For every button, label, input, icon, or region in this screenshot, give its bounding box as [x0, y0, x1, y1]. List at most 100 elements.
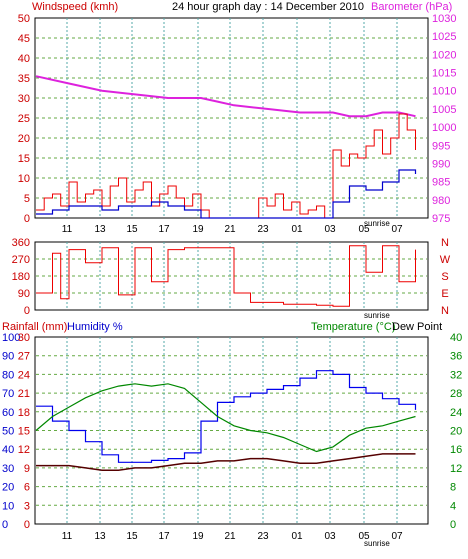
p3-humidity-tick-9: 90 [2, 351, 14, 363]
p1-right-tick-4: 995 [432, 140, 450, 152]
p3-rain-tick-6: 18 [18, 407, 30, 419]
p1-left-tick-4: 20 [18, 133, 30, 145]
p2-left-tick-1: 270 [12, 254, 30, 266]
p1-right-tick-8: 1015 [432, 68, 456, 80]
p3-humidity-tick-2: 20 [2, 482, 14, 494]
wind-direction-line [36, 245, 416, 307]
p3-temp-tick-8: 32 [450, 369, 462, 381]
p3-rain-tick-0: 0 [24, 519, 30, 531]
p3-x-tick-10: 07 [391, 531, 403, 542]
p3-temp-tick-0: 0 [450, 519, 456, 531]
temperature-line [35, 383, 416, 453]
p1-left-tick-0: 0 [24, 213, 30, 225]
plot-frame [34, 336, 429, 525]
p1-x-tick-3: 17 [158, 224, 170, 235]
p1-left-tick-1: 5 [24, 193, 30, 205]
chart-marks: 0510152025303540455097598098599099510001… [2, 13, 462, 542]
p1-right-tick-3: 990 [432, 158, 450, 170]
barometer-axis-title: Barometer (hPa) [371, 1, 452, 13]
p2-compass-4: N [441, 305, 449, 317]
wind-direction-panel [34, 241, 429, 311]
average-windspeed-line [36, 169, 417, 219]
p3-x-tick-7: 01 [291, 531, 303, 542]
p3-temp-tick-7: 28 [450, 388, 462, 400]
p3-temp-tick-4: 16 [450, 444, 462, 456]
p1-x-tick-1: 13 [94, 224, 106, 235]
p1-x-tick-0: 11 [62, 224, 73, 235]
dewpoint-axis-title: Dew Point [392, 321, 442, 333]
p1-left-tick-2: 10 [18, 173, 30, 185]
windspeed-barometer-panel [34, 17, 429, 219]
p3-humidity-tick-3: 30 [2, 463, 14, 475]
p2-compass-0: N [441, 237, 449, 249]
temperature-axis-title: Temperature (°C) [311, 321, 395, 333]
p1-right-tick-5: 1000 [432, 122, 456, 134]
p1-left-tick-10: 50 [18, 13, 30, 25]
p3-temp-tick-10: 40 [450, 332, 462, 344]
chart-title: 24 hour graph day : 14 December 2010 [172, 1, 364, 13]
p1-right-tick-9: 1020 [432, 49, 456, 61]
p3-x-tick-1: 13 [94, 531, 106, 542]
p3-humidity-tick-5: 50 [2, 426, 14, 438]
p1-right-tick-10: 1025 [432, 31, 456, 43]
p2-compass-1: W [440, 254, 451, 266]
p1-x-tick-10: 07 [391, 224, 403, 235]
p3-humidity-tick-4: 40 [2, 444, 14, 456]
p1-x-tick-8: 03 [324, 224, 336, 235]
p3-rain-tick-8: 24 [18, 369, 30, 381]
p3-x-tick-0: 11 [62, 531, 73, 542]
sunrise-label-top: sunrise [364, 219, 390, 228]
sunrise-label-middle: sunrise [364, 311, 390, 320]
p1-right-tick-6: 1005 [432, 104, 456, 116]
p3-rain-tick-3: 9 [24, 463, 30, 475]
p3-x-tick-8: 03 [324, 531, 336, 542]
p3-rain-tick-5: 15 [18, 426, 30, 438]
p3-humidity-tick-7: 70 [2, 388, 14, 400]
p2-compass-3: E [441, 288, 448, 300]
p3-x-tick-4: 19 [192, 531, 204, 542]
p3-x-tick-9: 05 [358, 531, 370, 542]
p1-right-tick-1: 980 [432, 195, 450, 207]
p3-rain-tick-10: 30 [18, 332, 30, 344]
p3-rain-tick-7: 21 [18, 388, 30, 400]
p3-humidity-tick-0: 0 [2, 519, 8, 531]
p2-compass-2: S [441, 271, 448, 283]
p1-left-tick-8: 40 [18, 53, 30, 65]
p1-left-tick-5: 25 [18, 113, 30, 125]
p3-x-tick-3: 17 [158, 531, 170, 542]
p1-right-tick-0: 975 [432, 213, 450, 225]
plot-frame [34, 17, 429, 219]
p3-humidity-tick-10: 100 [2, 332, 20, 344]
p3-rain-tick-4: 12 [18, 444, 30, 456]
p1-left-tick-3: 15 [18, 153, 30, 165]
p3-humidity-tick-1: 10 [2, 500, 14, 512]
humidity-line [36, 370, 417, 463]
p3-rain-tick-9: 27 [18, 351, 30, 363]
p3-humidity-tick-6: 60 [2, 407, 14, 419]
p3-temp-tick-2: 8 [450, 482, 456, 494]
p1-x-tick-7: 01 [291, 224, 303, 235]
p1-left-tick-6: 30 [18, 93, 30, 105]
humidity-axis-title: Humidity % [67, 321, 123, 333]
p3-temp-tick-5: 20 [450, 426, 462, 438]
p3-humidity-tick-8: 80 [2, 369, 14, 381]
p2-left-tick-3: 90 [18, 288, 30, 300]
temperature-humidity-panel [34, 336, 429, 525]
rainfall-axis-title: Rainfall (mm) [2, 321, 67, 333]
p3-temp-tick-9: 36 [450, 351, 462, 363]
p1-x-tick-2: 15 [126, 224, 138, 235]
p3-x-tick-6: 23 [257, 531, 269, 542]
p3-rain-tick-1: 3 [24, 500, 30, 512]
p3-x-tick-2: 15 [126, 531, 138, 542]
p1-right-tick-7: 1010 [432, 86, 456, 98]
p3-temp-tick-3: 12 [450, 463, 462, 475]
p1-x-tick-9: 05 [358, 224, 370, 235]
sunrise-label-bottom: sunrise [364, 539, 390, 548]
p2-left-tick-4: 0 [24, 305, 30, 317]
p2-left-tick-0: 360 [12, 237, 30, 249]
p1-x-tick-4: 19 [192, 224, 204, 235]
p3-temp-tick-6: 24 [450, 407, 462, 419]
dewpoint-line [36, 453, 416, 471]
p1-right-tick-2: 985 [432, 177, 450, 189]
